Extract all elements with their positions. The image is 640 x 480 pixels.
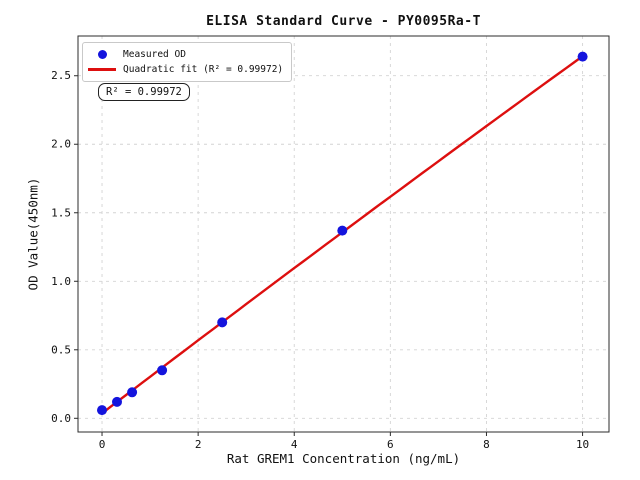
legend-item-fit: Quadratic fit (R² = 0.99972)	[88, 62, 283, 77]
y-tick-label: 2.0	[51, 138, 71, 151]
r-squared-annotation: R² = 0.99972	[98, 83, 190, 101]
data-point	[127, 387, 138, 398]
legend-item-measured: Measured OD	[88, 47, 283, 62]
x-tick-label: 2	[195, 438, 202, 451]
data-point	[337, 225, 348, 236]
data-point	[112, 396, 122, 407]
x-tick-label: 4	[291, 438, 298, 451]
data-point	[97, 405, 107, 416]
legend-label-fit: Quadratic fit (R² = 0.99972)	[123, 64, 284, 75]
legend: Measured OD Quadratic fit (R² = 0.99972)	[82, 42, 293, 82]
data-point	[577, 51, 588, 62]
chart-title: ELISA Standard Curve - PY0095Ra-T	[206, 14, 481, 29]
plot-border	[77, 35, 610, 433]
data-point	[217, 317, 228, 328]
x-tick-label: 10	[576, 438, 589, 451]
data-point	[157, 365, 168, 376]
y-tick-label: 1.5	[51, 206, 71, 219]
y-tick-label: 0.0	[51, 412, 71, 425]
y-tick-label: 2.5	[51, 69, 71, 82]
y-axis-label: OD Value(450nm)	[25, 177, 41, 291]
legend-marker-cell	[88, 50, 116, 59]
x-axis-label: Rat GREM1 Concentration (ng/mL)	[226, 451, 461, 466]
legend-label-measured: Measured OD	[123, 49, 186, 60]
legend-marker-cell	[88, 68, 116, 71]
measured-od-dot-icon	[97, 50, 107, 59]
x-tick-label: 6	[387, 438, 394, 451]
x-tick-label: 0	[99, 438, 106, 451]
fit-line-icon	[88, 68, 116, 71]
y-tick-label: 1.0	[51, 275, 71, 288]
y-tick-label: 0.5	[51, 343, 71, 356]
x-tick-label: 8	[483, 438, 490, 451]
